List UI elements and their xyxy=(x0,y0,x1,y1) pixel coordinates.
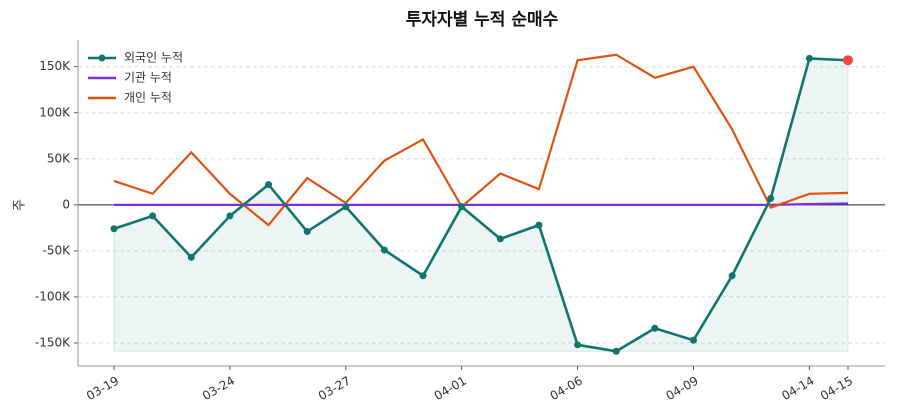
point xyxy=(728,272,736,280)
point xyxy=(843,55,853,66)
y-axis-label: 주 xyxy=(13,199,28,211)
y-tick-label: -50K xyxy=(43,243,72,257)
point xyxy=(767,194,775,202)
x-tick-label: 04-15 xyxy=(818,374,855,404)
legend-marker xyxy=(98,54,106,62)
point xyxy=(535,221,543,229)
x-tick-label: 04-01 xyxy=(432,374,469,404)
line xyxy=(114,202,849,206)
point xyxy=(149,212,157,220)
x-tick-label: 04-09 xyxy=(664,374,701,404)
point xyxy=(458,203,466,211)
point xyxy=(689,336,697,344)
x-tick-label: 04-14 xyxy=(779,374,816,404)
point xyxy=(380,246,388,254)
line xyxy=(113,53,849,227)
y-tick-label: 150K xyxy=(39,59,71,73)
y-tick-label: 100K xyxy=(39,105,71,119)
x-tick-label: 03-19 xyxy=(84,374,121,404)
y-tick-label: 0 xyxy=(62,197,70,211)
point xyxy=(805,54,813,62)
y-tick-label: -100K xyxy=(35,289,71,303)
point xyxy=(110,225,118,233)
chart-title: 투자자별 누적 순매수 xyxy=(406,10,559,30)
point xyxy=(342,203,350,211)
x-tick-label: 03-27 xyxy=(316,374,353,404)
line xyxy=(113,57,849,353)
point xyxy=(303,228,311,236)
x-tick-label: 04-06 xyxy=(548,374,585,404)
point xyxy=(574,341,582,349)
x-tick-label: 03-24 xyxy=(200,374,237,404)
y-tick-label: 50K xyxy=(47,151,71,165)
legend-label: 외국인 누적 xyxy=(124,51,183,65)
point xyxy=(265,181,273,189)
point xyxy=(496,235,504,243)
point xyxy=(419,272,427,280)
legend-label: 개인 누적 xyxy=(124,91,172,105)
point xyxy=(226,212,234,220)
legend-label: 기관 누적 xyxy=(124,71,172,85)
point xyxy=(612,347,620,355)
y-tick-label: -150K xyxy=(35,335,71,349)
point xyxy=(187,253,195,261)
point xyxy=(651,324,659,332)
